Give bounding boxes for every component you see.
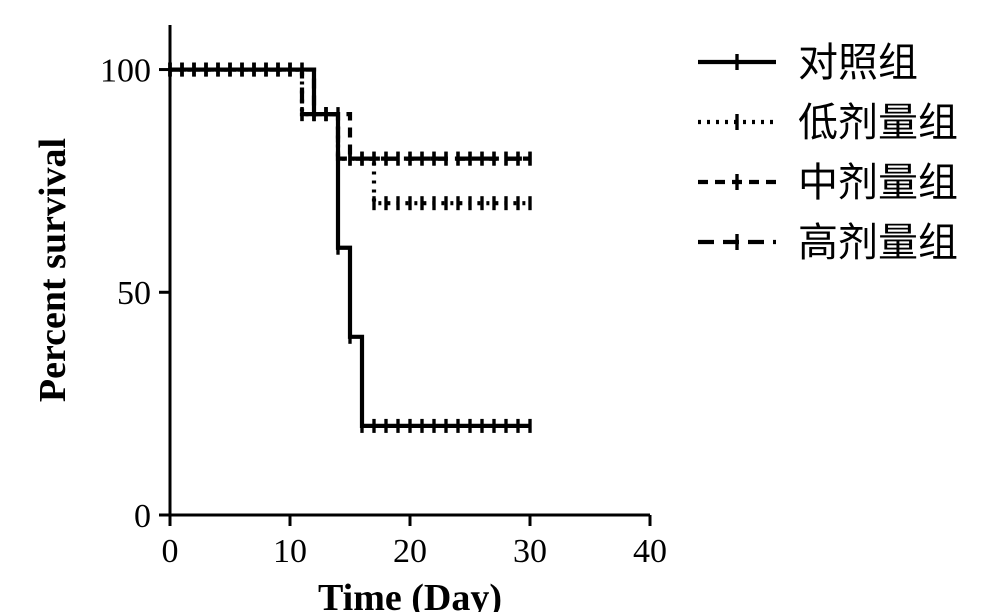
chart-svg: 0 10 20 30 40 0 50 100 Time (Day) Percent surviva…: [0, 0, 1000, 612]
x-axis-title: Time (Day): [318, 577, 502, 612]
y-axis-title: Percent survival: [32, 138, 74, 402]
x-tick-label: 20: [393, 533, 427, 570]
legend-label: 高剂量组: [798, 220, 958, 265]
x-tick-label: 0: [162, 533, 179, 570]
x-tick-label: 10: [273, 533, 307, 570]
legend-label: 对照组: [798, 40, 918, 85]
x-tick-label: 30: [513, 533, 547, 570]
series-line: [170, 70, 530, 426]
series-line: [170, 70, 530, 159]
y-tick-label: 0: [134, 498, 151, 535]
y-tick-label: 100: [100, 52, 151, 89]
x-tick-label: 40: [633, 533, 667, 570]
legend-label: 低剂量组: [798, 100, 958, 145]
survival-chart: 0 10 20 30 40 0 50 100 Time (Day) Percent surviva…: [0, 0, 1000, 612]
legend-label: 中剂量组: [798, 160, 958, 205]
y-tick-label: 50: [117, 275, 151, 312]
